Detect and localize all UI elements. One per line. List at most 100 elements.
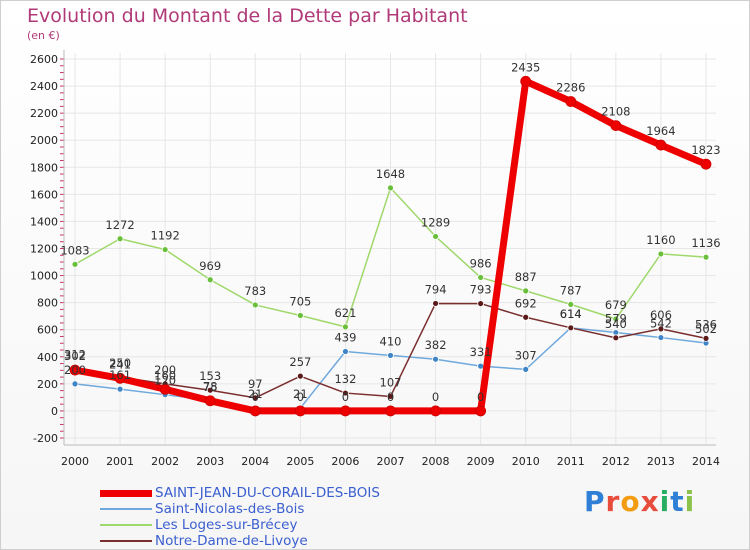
data-label: 540	[605, 317, 627, 331]
series-point	[612, 315, 620, 323]
data-label: 1192	[151, 229, 180, 243]
data-label: 621	[334, 306, 356, 320]
logo-letter: i	[684, 485, 696, 518]
y-tick-label: 0	[51, 405, 58, 418]
data-label: 0	[477, 390, 484, 404]
series-point	[477, 274, 485, 281]
series-point	[702, 334, 710, 342]
series-point	[702, 253, 710, 261]
data-label: 0	[387, 390, 394, 404]
x-tick-label: 2009	[467, 455, 495, 468]
x-tick-label: 2004	[241, 455, 269, 468]
x-tick-label: 2014	[692, 455, 720, 468]
series-layer	[69, 75, 712, 417]
data-label: 705	[289, 295, 311, 309]
series-point	[612, 334, 620, 342]
series-point	[387, 352, 394, 359]
series-point	[342, 323, 349, 331]
y-tick-label: 2400	[30, 80, 58, 93]
logo-letter: i	[659, 485, 671, 518]
data-label: 787	[560, 283, 582, 297]
y-tick-label: 2600	[30, 53, 58, 66]
data-label: 1964	[646, 124, 675, 138]
x-tick-label: 2012	[602, 455, 630, 468]
logo-letter: t	[670, 485, 685, 518]
series-point	[71, 260, 79, 268]
series-point	[251, 301, 259, 309]
series-point	[522, 287, 530, 295]
data-label: 160	[154, 368, 176, 382]
data-label: 21	[293, 387, 308, 401]
data-label: 200	[64, 363, 86, 377]
data-label: 0	[342, 390, 349, 404]
series-point	[251, 394, 259, 402]
y-tick-label: 600	[37, 324, 58, 337]
data-label: 1160	[646, 233, 675, 247]
series-point	[114, 372, 126, 384]
y-tick-label: 1800	[30, 161, 58, 174]
data-label: 1083	[60, 243, 89, 257]
data-label: 307	[515, 348, 537, 362]
data-label: 579	[605, 312, 627, 326]
series-point	[116, 385, 124, 393]
data-label: 302	[64, 349, 86, 363]
data-label: 257	[289, 355, 311, 369]
series-point	[432, 300, 439, 307]
series-point	[567, 301, 575, 308]
data-label: 382	[425, 338, 447, 352]
legend-label: SAINT-JEAN-DU-CORAIL-DES-BOIS	[155, 485, 380, 501]
data-label: 2108	[601, 105, 630, 119]
chart-title: Evolution du Montant de la Dette par Hab…	[27, 5, 468, 27]
data-label: 200	[154, 363, 176, 377]
series-point	[657, 334, 665, 341]
data-label: 410	[380, 334, 402, 348]
data-label: 2286	[556, 81, 585, 95]
data-label: 783	[244, 284, 266, 298]
legend-label: Les Loges-sur-Brécey	[155, 517, 298, 533]
data-label: 0	[252, 390, 259, 404]
series-point	[385, 405, 396, 417]
y-tick-label: 1000	[30, 270, 58, 283]
legend-label: Notre-Dame-de-Livoye	[155, 533, 308, 549]
data-label: 679	[605, 298, 627, 312]
series-point	[296, 372, 304, 380]
y-tick-label: 800	[37, 297, 58, 310]
x-tick-label: 2001	[106, 455, 134, 468]
data-label: 97	[248, 377, 263, 391]
series-point	[477, 300, 485, 307]
x-tick-label: 2008	[422, 455, 450, 468]
series-point	[430, 405, 441, 417]
proxiti-logo: Proxiti	[584, 485, 695, 518]
data-label: 2435	[511, 60, 540, 74]
data-label: 1823	[691, 143, 720, 157]
series-point	[432, 355, 439, 363]
series-point	[342, 389, 349, 397]
logo-letter: o	[620, 485, 641, 518]
series-point	[249, 405, 261, 417]
y-tick-label: 2200	[30, 107, 58, 120]
series-point	[69, 364, 81, 376]
data-label: 692	[515, 296, 537, 310]
series-point	[610, 120, 622, 131]
y-tick-label: 2000	[30, 134, 58, 147]
legend-swatch	[100, 508, 152, 510]
series-point	[342, 348, 349, 355]
data-label: 1272	[105, 218, 134, 232]
data-label: 1648	[376, 167, 405, 181]
x-tick-label: 2011	[557, 455, 585, 468]
data-label: 120	[154, 374, 176, 388]
logo-letter: P	[584, 485, 606, 518]
data-label: 502	[695, 322, 717, 336]
data-label: 614	[560, 307, 582, 321]
legend-swatch	[100, 524, 152, 526]
data-label: 439	[334, 331, 356, 345]
data-label: 1136	[691, 236, 720, 250]
series-point	[161, 246, 169, 253]
series-point	[432, 233, 439, 240]
series-point	[206, 386, 214, 394]
series-point	[567, 324, 575, 332]
series-point	[520, 75, 532, 87]
data-label: 794	[425, 282, 447, 296]
